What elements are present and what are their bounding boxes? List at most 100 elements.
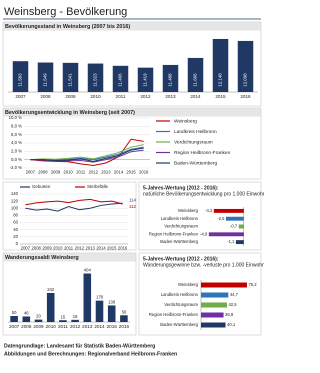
y-tick-label: 120 <box>11 198 19 203</box>
category-label: Region Heilbronn-Franken <box>149 231 199 236</box>
legend-label: Sterbefälle <box>87 184 109 189</box>
x-tick-label: 2008 <box>38 170 48 175</box>
x-tick-label: 2014 <box>114 170 124 175</box>
data-label: 11.666 <box>193 73 198 87</box>
data-label: -4,9 <box>200 231 208 236</box>
data-label: 75,2 <box>248 282 257 287</box>
x-tick-label: 2016 <box>119 324 130 329</box>
x-tick-label: 2015 <box>126 170 136 175</box>
x-tick-label: 2011 <box>76 170 86 175</box>
data-label: 12.148 <box>218 73 223 87</box>
series-line <box>30 144 144 161</box>
x-tick-label: 2016 <box>118 246 128 251</box>
bar <box>225 216 244 221</box>
y-tick-label: 140 <box>11 191 19 196</box>
x-tick-label: 2016 <box>240 94 251 99</box>
bar <box>237 40 254 92</box>
data-label: 46 <box>24 311 29 316</box>
category-label: Weinsberg <box>178 282 199 287</box>
data-label: 404 <box>84 268 92 273</box>
x-tick-label: 2014 <box>96 246 106 251</box>
x-tick-label: 2012 <box>75 246 85 251</box>
y-tick-label: 2,0 % <box>11 148 22 153</box>
data-label: 11.488 <box>168 73 173 87</box>
x-tick-label: 2007 <box>9 324 20 329</box>
category-label: Baden-Württemberg <box>160 239 198 244</box>
category-label: Landkreis Heilbronn <box>161 216 199 221</box>
x-tick-label: 2007 <box>21 246 31 251</box>
x-tick-label: 2008 <box>40 94 51 99</box>
series-line <box>25 198 123 206</box>
x-tick-label: 2015 <box>215 94 226 99</box>
chart-subtitle: Wanderungsgewinne bzw. -verluste pro 1.0… <box>143 262 264 268</box>
infographic: Weinsberg - Bevölkerung Datengrundlage: … <box>2 6 264 357</box>
data-label: 11.541 <box>68 73 73 87</box>
bar <box>62 62 79 92</box>
data-label: 42,5 <box>228 302 237 307</box>
category-label: Verdichtungsraum <box>164 224 198 229</box>
bar <box>162 64 179 92</box>
legend-label: Weinsberg <box>174 118 197 124</box>
data-label: 11.419 <box>143 73 148 87</box>
legend-label: Baden-Württemberg <box>174 160 218 166</box>
data-label: 50 <box>12 310 17 315</box>
x-tick-label: 2010 <box>90 94 101 99</box>
y-tick-label: 4,0 % <box>11 140 22 145</box>
bar <box>201 292 229 298</box>
data-label: 138 <box>108 300 116 305</box>
bar <box>208 232 244 237</box>
category-label: Baden-Württemberg <box>160 322 198 327</box>
bar <box>59 320 67 322</box>
data-label: 11.583 <box>18 73 23 87</box>
x-tick-label: 2015 <box>107 246 117 251</box>
data-label: 56 <box>122 309 127 314</box>
panel-header <box>3 22 261 31</box>
data-label: -2,5 <box>217 216 225 221</box>
series-line <box>30 138 144 167</box>
bar <box>213 208 244 213</box>
x-tick-label: 2008 <box>21 324 32 329</box>
y-tick-label: 80 <box>13 213 18 218</box>
category-label: Region Heilbronn-Franken <box>149 312 199 317</box>
bar <box>87 63 104 92</box>
bar <box>107 305 116 322</box>
data-label: 18 <box>73 314 78 319</box>
data-label: 20 <box>36 314 41 319</box>
bar <box>71 319 79 322</box>
end-label: 114 <box>129 197 137 202</box>
data-label: 36,9 <box>225 312 234 317</box>
x-tick-label: 2012 <box>70 324 81 329</box>
y-tick-label: 20 <box>13 234 18 239</box>
x-tick-label: 2014 <box>94 324 105 329</box>
data-label: 11.523 <box>93 73 98 87</box>
y-tick-label: 40 <box>13 227 18 232</box>
bar <box>10 316 18 322</box>
data-label: 242 <box>47 287 55 292</box>
bar <box>12 61 29 92</box>
bar <box>201 312 224 318</box>
x-tick-label: 2012 <box>89 170 99 175</box>
x-tick-label: 2007 <box>26 170 36 175</box>
bar <box>137 67 154 92</box>
chart-title: Bevölkerungsstand in Weinsberg (2007 bis… <box>5 24 130 30</box>
panel <box>2 107 262 180</box>
end-label: 112 <box>129 204 137 209</box>
panel <box>2 181 137 251</box>
data-label: -1,1 <box>227 239 235 244</box>
footer-line: Datengrundlage: Landesamt für Statistik … <box>4 343 155 349</box>
bar <box>212 38 229 92</box>
page-title: Weinsberg - Bevölkerung <box>4 6 127 18</box>
bar <box>235 240 244 245</box>
x-tick-label: 2010 <box>53 246 63 251</box>
chart-title: 5-Jahres-Wertung (2012 - 2016): <box>143 185 219 191</box>
x-tick-label: 2010 <box>46 324 57 329</box>
x-tick-label: 2012 <box>140 94 151 99</box>
data-label: 12.098 <box>243 73 248 87</box>
x-tick-label: 2010 <box>63 170 73 175</box>
y-tick-label: 8,0 % <box>11 123 22 128</box>
panel-header <box>3 253 136 262</box>
bar <box>46 292 55 322</box>
x-tick-label: 2014 <box>190 94 201 99</box>
bar <box>95 300 104 322</box>
